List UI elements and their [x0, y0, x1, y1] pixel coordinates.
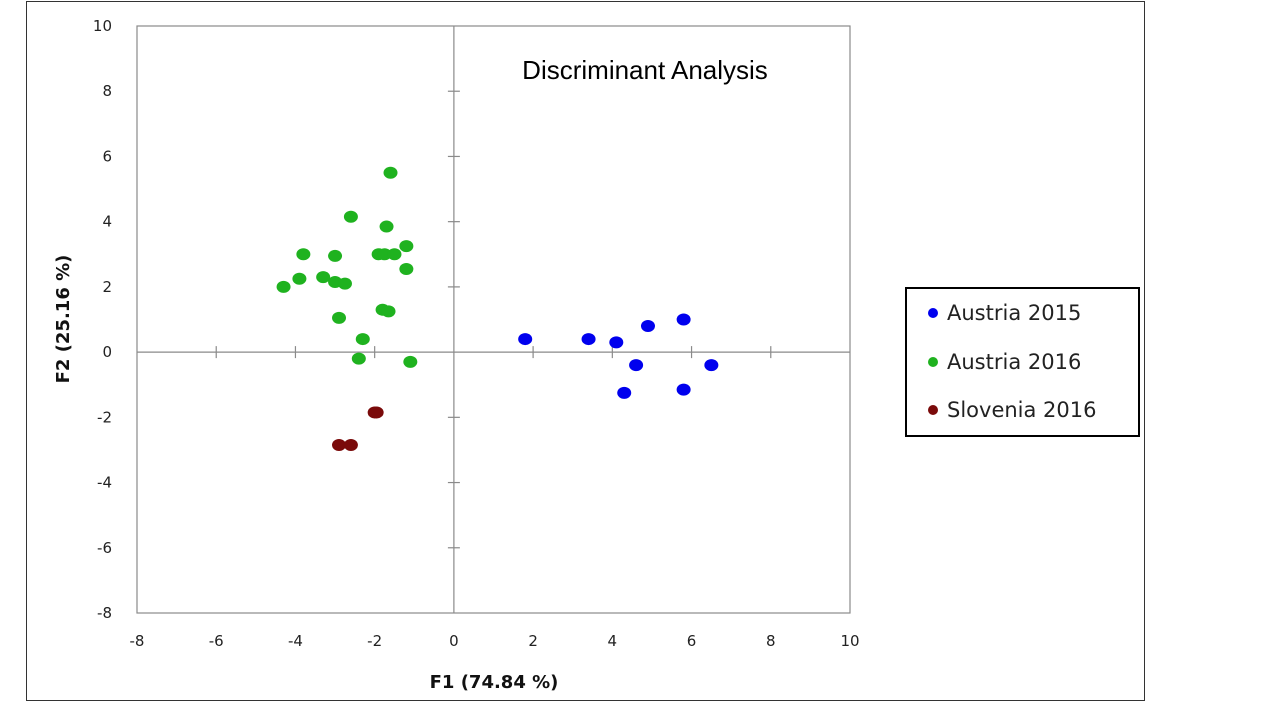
data-point-austria-2016 [296, 248, 311, 261]
legend-marker-slovenia-2016 [928, 405, 938, 415]
data-point-austria-2016 [379, 220, 394, 233]
y-tick-label: 2 [102, 278, 112, 296]
y-tick-label: -6 [97, 539, 112, 557]
data-point-austria-2016 [316, 271, 331, 284]
data-point-austria-2016 [355, 333, 370, 346]
data-point-austria-2015 [640, 320, 655, 333]
data-point-austria-2016 [292, 272, 307, 285]
data-point-slovenia-2016 [369, 406, 384, 419]
data-point-austria-2016 [276, 280, 291, 293]
x-tick-label: 8 [766, 632, 776, 650]
legend-marker-austria-2015 [928, 308, 938, 318]
x-tick-label: -8 [130, 632, 145, 650]
y-tick-label: 10 [93, 17, 112, 35]
y-tick-label: 6 [102, 147, 112, 165]
y-tick-label: 4 [102, 213, 112, 231]
data-point-austria-2016 [387, 248, 402, 261]
x-tick-label: 4 [608, 632, 618, 650]
data-point-austria-2016 [351, 352, 366, 365]
legend-label-austria-2015: Austria 2015 [947, 301, 1081, 325]
data-point-austria-2016 [337, 277, 352, 290]
data-point-austria-2016 [332, 311, 347, 324]
data-point-slovenia-2016 [332, 439, 347, 452]
data-point-austria-2015 [581, 333, 596, 346]
y-tick-label: 8 [102, 82, 112, 100]
x-tick-label: -4 [288, 632, 303, 650]
chart-title: Discriminant Analysis [522, 55, 768, 85]
data-point-austria-2016 [383, 166, 398, 179]
data-point-austria-2015 [609, 336, 624, 349]
data-point-slovenia-2016 [343, 439, 358, 452]
legend: Austria 2015 Austria 2016 Slovenia 2016 [905, 287, 1140, 437]
plot-area [136, 25, 851, 614]
x-tick-label: -6 [209, 632, 224, 650]
y-tick-label: -2 [97, 408, 112, 426]
data-point-austria-2016 [399, 262, 414, 275]
data-point-austria-2016 [343, 210, 358, 223]
x-tick-label: -2 [367, 632, 382, 650]
legend-label-austria-2016: Austria 2016 [947, 350, 1081, 374]
data-point-austria-2015 [518, 333, 533, 346]
data-point-austria-2016 [377, 248, 392, 261]
data-point-austria-2016 [328, 249, 343, 262]
legend-label-slovenia-2016: Slovenia 2016 [947, 398, 1097, 422]
x-tick-label: 6 [687, 632, 697, 650]
y-tick-label: 0 [102, 343, 112, 361]
data-point-austria-2015 [617, 386, 632, 399]
axes-layer: -8 -6 -4 -2 0 2 4 6 8 10 -8 -6 -4 -2 0 2 4 6 8 10 [93, 17, 860, 650]
data-point-austria-2016 [403, 355, 418, 368]
y-tick-label: -8 [97, 604, 112, 622]
data-point-austria-2015 [629, 359, 644, 372]
x-axis-title: F1 (74.84 %) [430, 672, 559, 693]
legend-box [905, 287, 1140, 437]
x-tick-label: 10 [840, 632, 859, 650]
x-tick-label: 0 [449, 632, 459, 650]
points-layer [276, 166, 719, 452]
x-tick-label: 2 [528, 632, 538, 650]
y-axis-title: F2 (25.16 %) [53, 255, 74, 384]
legend-marker-austria-2016 [928, 357, 938, 367]
data-point-austria-2016 [381, 305, 396, 318]
data-point-austria-2016 [399, 240, 414, 253]
data-point-austria-2015 [704, 359, 719, 372]
data-point-austria-2015 [676, 383, 691, 396]
data-point-austria-2015 [676, 313, 691, 326]
y-tick-label: -4 [97, 474, 112, 492]
